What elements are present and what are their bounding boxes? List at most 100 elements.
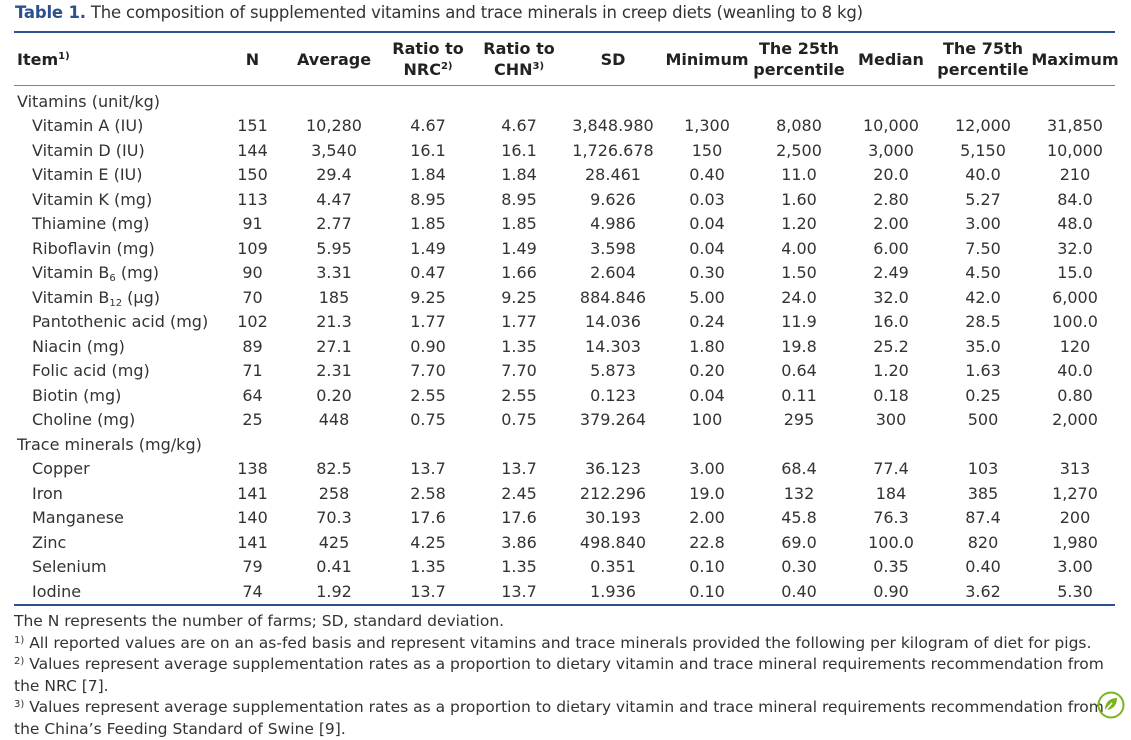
cell-n: 141 (237, 483, 268, 503)
table-row: Vitamin E (IU) 150 29.4 1.84 1.84 28.461 0.40 1… (14, 163, 1121, 188)
cell-median: 6.00 (873, 238, 909, 258)
table-row: Niacin (mg) 89 27.1 0.90 1.35 14.303 1.80 19.8 2… (14, 334, 1121, 359)
cell-ratio-nrc: 4.67 (410, 116, 446, 136)
header-row: Item1) N Average Ratio to NRC2) Ratio to C… (14, 33, 1121, 85)
table-row: Iron 141 258 2.58 2.45 212.296 19.0 132 184 385 1,… (14, 481, 1121, 506)
cell-median: 20.0 (873, 165, 909, 185)
cell-minimum: 0.20 (689, 361, 725, 381)
cell-ratio-nrc: 1.85 (410, 214, 446, 234)
cell-ratio-chn: 7.70 (501, 361, 537, 381)
cell-sd: 0.351 (590, 557, 636, 577)
cell-average: 1.92 (316, 581, 352, 601)
cell-maximum: 48.0 (1057, 214, 1093, 234)
cell-p25: 132 (783, 483, 815, 503)
cell-maximum: 3.00 (1057, 557, 1093, 577)
cell-maximum: 32.0 (1057, 238, 1093, 258)
cell-ratio-nrc: 2.58 (410, 483, 446, 503)
table-caption: Table 1. The composition of supplemented… (15, 3, 863, 22)
cell-median: 32.0 (873, 287, 909, 307)
cell-p25: 1.50 (781, 263, 817, 283)
row-label: Thiamine (mg) (32, 214, 150, 234)
table-row: Manganese 140 70.3 17.6 17.6 30.193 2.00 45.8 76… (14, 506, 1121, 531)
col-median: Median (858, 49, 924, 69)
table-row: Riboflavin (mg) 109 5.95 1.49 1.49 3.598 0.04 4… (14, 236, 1121, 261)
cell-average: 21.3 (316, 312, 352, 332)
row-label: Vitamin D (IU) (32, 140, 145, 160)
cell-minimum: 100 (691, 410, 723, 430)
row-label: Vitamin B6 (mg) (32, 263, 160, 285)
cell-ratio-chn: 3.86 (501, 532, 537, 552)
cell-sd: 212.296 (579, 483, 647, 503)
cell-sd: 1.936 (590, 581, 636, 601)
cell-n: 25 (242, 410, 263, 430)
row-label: Vitamin A (IU) (32, 116, 144, 136)
cell-p25: 1.20 (781, 214, 817, 234)
cell-median: 100.0 (868, 532, 914, 552)
data-table: Item1) N Average Ratio to NRC2) Ratio to C… (14, 33, 1121, 604)
row-label: Vitamin B12 (μg) (32, 287, 160, 309)
cell-n: 138 (237, 459, 268, 479)
table-title: The composition of supplemented vitamins… (85, 3, 863, 22)
col-n: N (245, 49, 260, 69)
cell-p25: 8,080 (776, 116, 822, 136)
cell-average: 0.41 (316, 557, 352, 577)
cell-ratio-chn: 1.84 (501, 165, 537, 185)
cell-minimum: 0.10 (689, 581, 725, 601)
table-row: Vitamin B6 (mg) 90 3.31 0.47 1.66 2.604 0.30 1.… (14, 261, 1121, 286)
cell-p75: 103 (967, 459, 999, 479)
cell-maximum: 120 (1059, 336, 1091, 356)
cell-average: 29.4 (316, 165, 352, 185)
cell-ratio-nrc: 13.7 (410, 581, 446, 601)
cell-p75: 40.0 (965, 165, 1001, 185)
cell-maximum: 6,000 (1052, 287, 1098, 307)
cell-median: 25.2 (873, 336, 909, 356)
cell-minimum: 0.24 (689, 312, 725, 332)
table-row: Zinc 141 425 4.25 3.86 498.840 22.8 69.0 100.0 82… (14, 530, 1121, 555)
cell-ratio-chn: 16.1 (501, 140, 537, 160)
cell-sd: 36.123 (585, 459, 641, 479)
cell-p75: 820 (967, 532, 999, 552)
cell-ratio-chn: 9.25 (501, 287, 537, 307)
cell-maximum: 0.80 (1057, 385, 1093, 405)
cell-median: 2.49 (873, 263, 909, 283)
table-row: Folic acid (mg) 71 2.31 7.70 7.70 5.873 0.20 0.… (14, 359, 1121, 384)
cell-median: 76.3 (873, 508, 909, 528)
cell-p75: 3.62 (965, 581, 1001, 601)
cell-ratio-chn: 1.77 (501, 312, 537, 332)
cell-average: 3.31 (316, 263, 352, 283)
cell-median: 1.20 (873, 361, 909, 381)
cell-p75: 42.0 (965, 287, 1001, 307)
cell-p75: 28.5 (965, 312, 1001, 332)
cell-minimum: 0.40 (689, 165, 725, 185)
cell-n: 140 (237, 508, 268, 528)
cell-p75: 1.63 (965, 361, 1001, 381)
leaf-badge-icon (1097, 691, 1125, 719)
col-minimum: Minimum (665, 49, 749, 69)
footnote-2: 2) Values represent average supplementat… (14, 655, 1104, 695)
cell-median: 3,000 (868, 140, 914, 160)
row-label: Zinc (32, 532, 67, 552)
cell-minimum: 0.04 (689, 385, 725, 405)
cell-ratio-chn: 13.7 (501, 459, 537, 479)
cell-maximum: 10,000 (1047, 140, 1103, 160)
cell-ratio-nrc: 0.75 (410, 410, 446, 430)
cell-p75: 0.25 (965, 385, 1001, 405)
cell-ratio-chn: 1.35 (501, 336, 537, 356)
cell-average: 448 (318, 410, 350, 430)
cell-p75: 5,150 (960, 140, 1006, 160)
cell-minimum: 2.00 (689, 508, 725, 528)
row-label: Riboflavin (mg) (32, 238, 155, 258)
cell-p75: 87.4 (965, 508, 1001, 528)
cell-ratio-chn: 0.75 (501, 410, 537, 430)
cell-minimum: 1.80 (689, 336, 725, 356)
cell-average: 82.5 (316, 459, 352, 479)
cell-average: 0.20 (316, 385, 352, 405)
cell-median: 2.00 (873, 214, 909, 234)
table-row: Selenium 79 0.41 1.35 1.35 0.351 0.10 0.30 0.35 0… (14, 555, 1121, 580)
cell-minimum: 0.03 (689, 189, 725, 209)
cell-sd: 2.604 (590, 263, 636, 283)
cell-average: 185 (318, 287, 350, 307)
cell-sd: 5.873 (590, 361, 636, 381)
cell-p25: 0.64 (781, 361, 817, 381)
table-row: Vitamin A (IU) 151 10,280 4.67 4.67 3,848.980… (14, 114, 1121, 139)
